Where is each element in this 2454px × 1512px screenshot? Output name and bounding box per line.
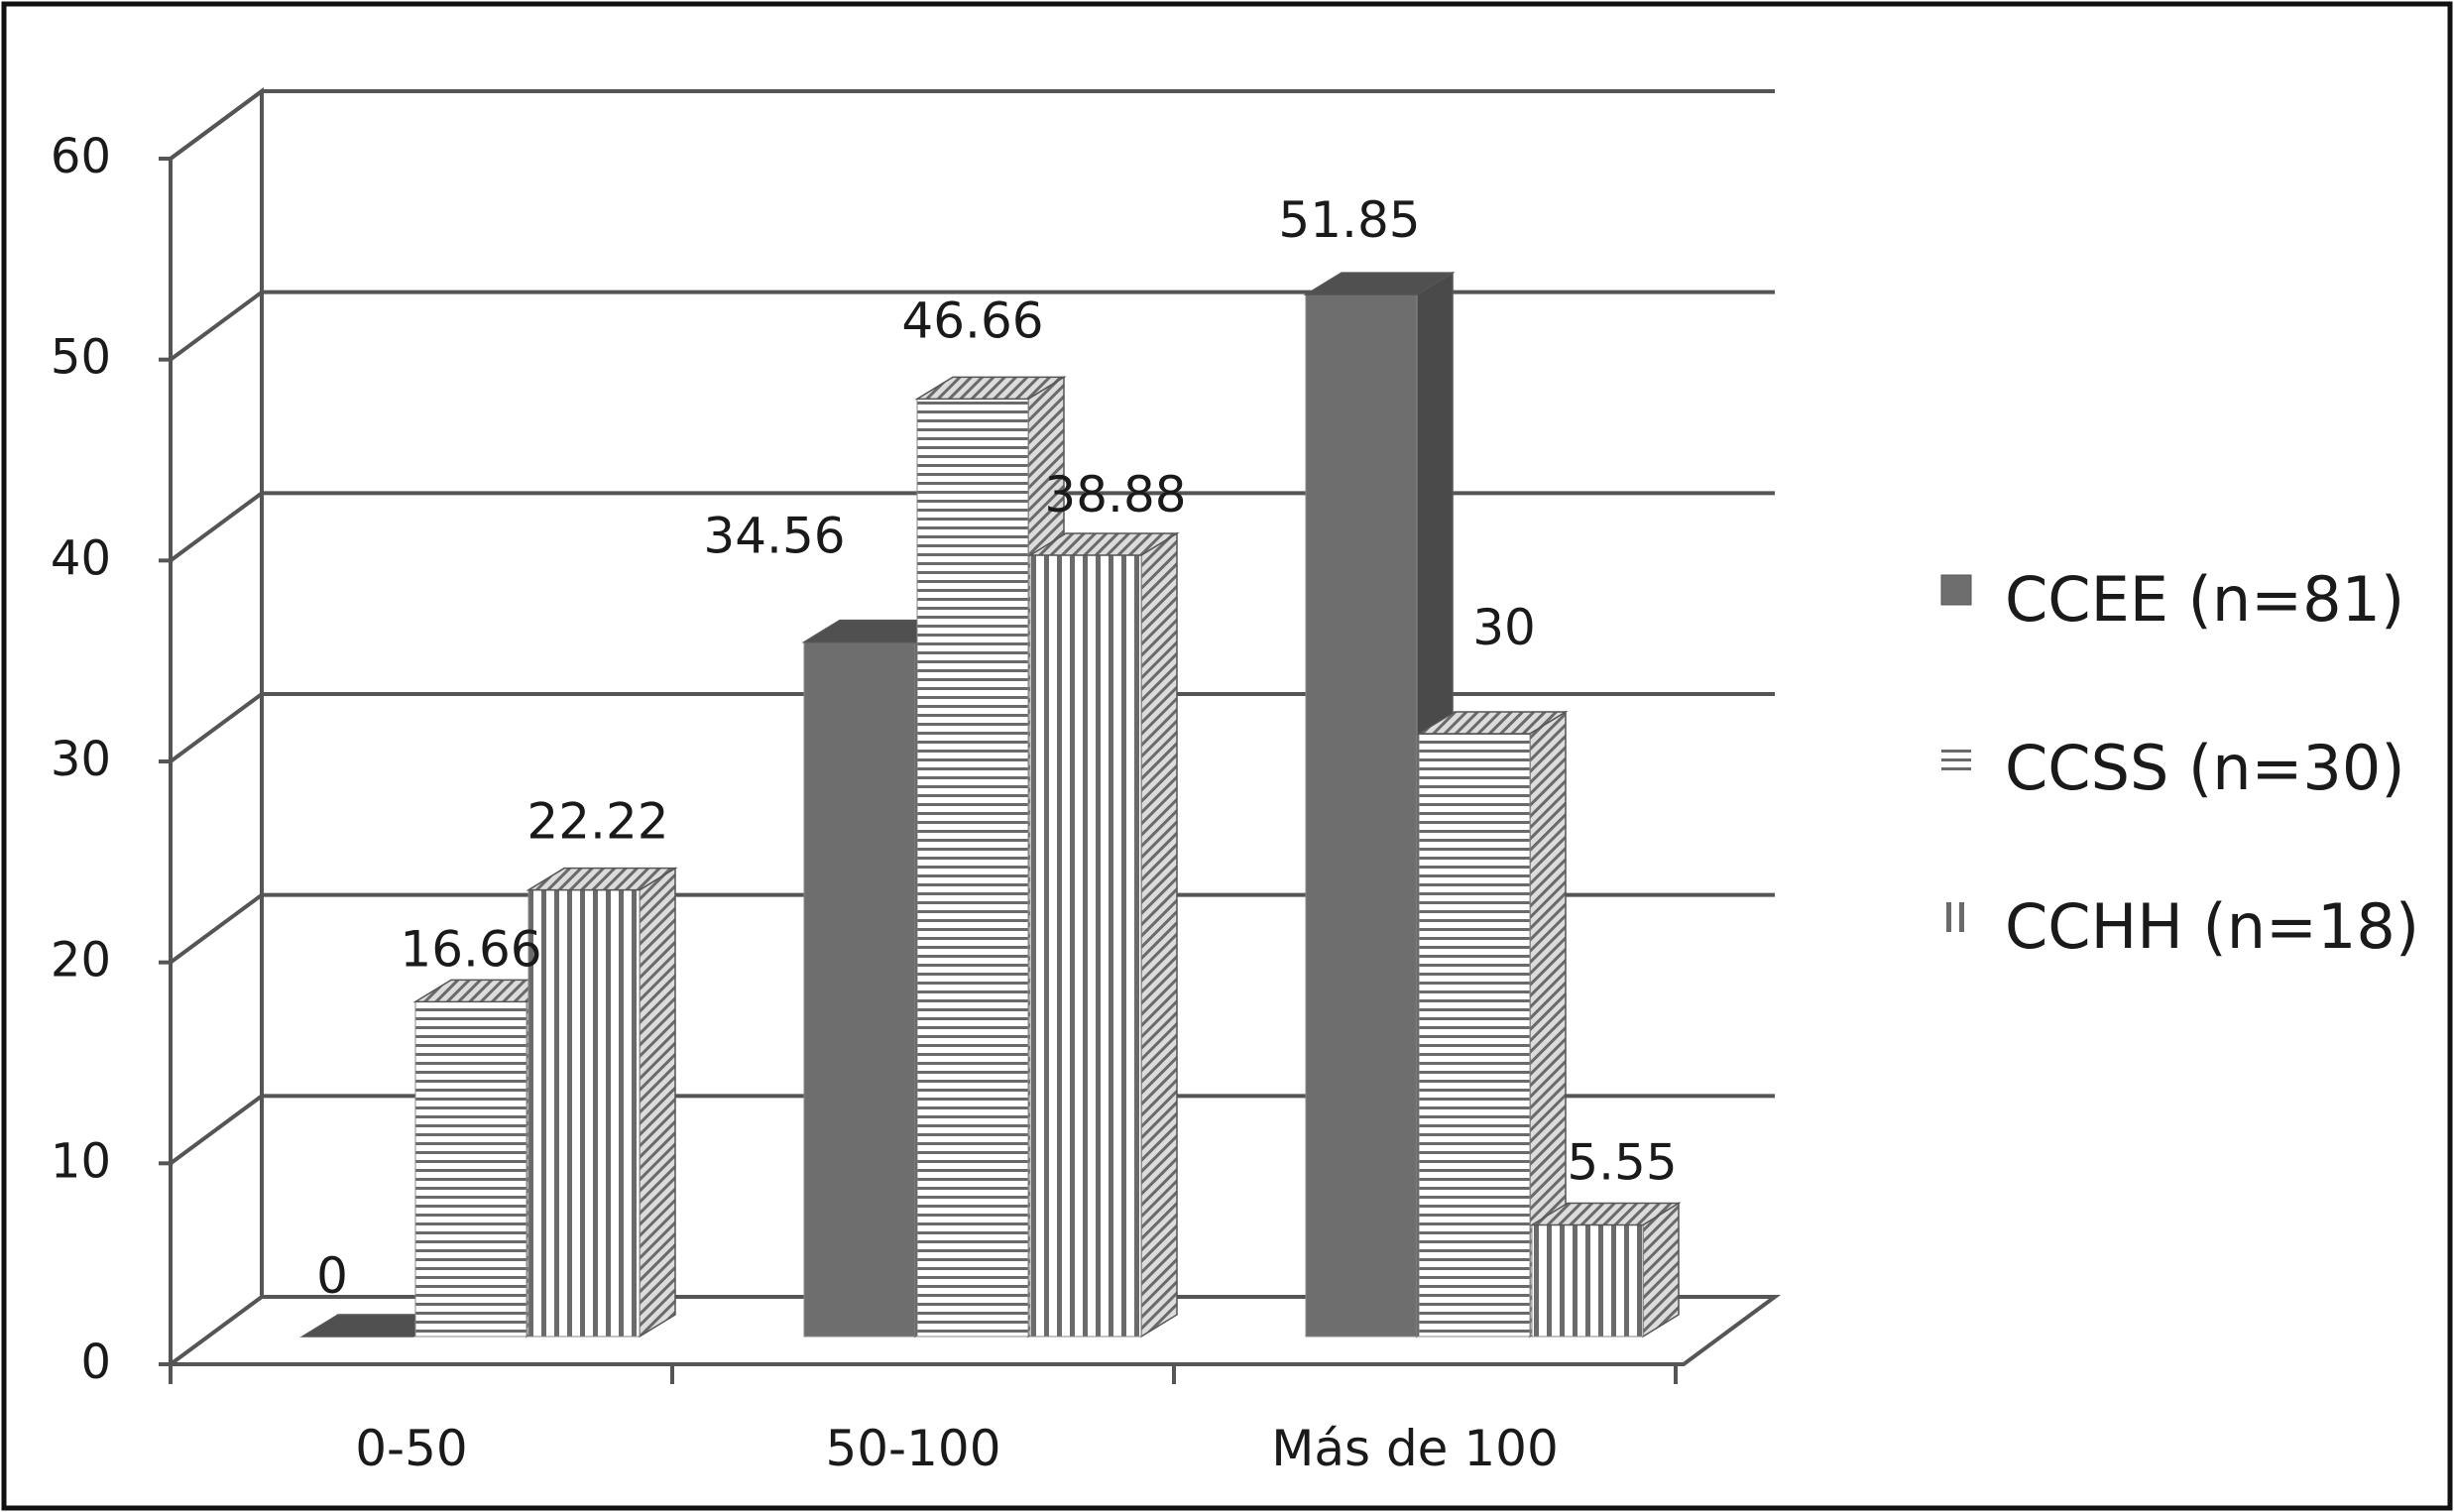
bar-front xyxy=(916,398,1029,1338)
bar-front xyxy=(803,641,916,1338)
bar-side xyxy=(1642,1202,1680,1338)
y-tick-label: 40 xyxy=(51,530,111,586)
bar xyxy=(526,867,678,1338)
bar xyxy=(1529,1202,1682,1338)
legend-label: CCHH (n=18) xyxy=(2005,890,2419,963)
gridline xyxy=(169,89,1775,161)
legend-swatch xyxy=(1940,574,1972,606)
data-label: 5.55 xyxy=(1567,1134,1677,1192)
legend-swatch xyxy=(1941,902,1971,932)
bar-front xyxy=(1305,293,1418,1338)
legend: CCEE (n=81) CCSS (n=30) CCHH (n=18) xyxy=(1940,563,2419,963)
y-tick-label: 60 xyxy=(51,129,111,184)
bar-front xyxy=(414,1000,527,1338)
bar-front xyxy=(527,889,641,1338)
gridline xyxy=(169,290,1775,362)
data-labels: 0 16.66 22.22 34.56 46.66 38.88 51.85 30 5.55 xyxy=(316,191,1678,1305)
y-tick-label: 30 xyxy=(51,732,111,787)
gridline xyxy=(169,892,1775,965)
gridline xyxy=(169,1094,1775,1165)
axes xyxy=(159,157,1684,1384)
y-tick-label: 50 xyxy=(51,330,111,386)
data-label: 38.88 xyxy=(1044,466,1186,523)
legend-label: CCEE (n=81) xyxy=(2005,563,2404,636)
bar-top xyxy=(1529,1202,1682,1226)
data-label: 30 xyxy=(1472,599,1536,656)
y-tick-label: 0 xyxy=(80,1335,111,1390)
gridline xyxy=(169,491,1775,562)
bar-top xyxy=(1303,272,1456,295)
bar-front xyxy=(1418,733,1531,1338)
bar-top xyxy=(914,376,1067,401)
y-tick-label: 10 xyxy=(51,1133,111,1189)
bar-side xyxy=(1140,531,1178,1338)
data-label: 0 xyxy=(316,1247,348,1305)
x-tick-label: 50-100 xyxy=(825,1420,1000,1477)
x-tick-label: 0-50 xyxy=(355,1420,467,1477)
data-label: 34.56 xyxy=(703,508,845,565)
x-tick-label: Más de 100 xyxy=(1271,1420,1559,1477)
bar-front xyxy=(1029,554,1142,1338)
data-label: 16.66 xyxy=(400,920,541,978)
bar-front xyxy=(1531,1224,1644,1338)
bar-top xyxy=(1416,711,1569,735)
bar-top xyxy=(1027,532,1180,556)
gridlines xyxy=(169,89,1775,1165)
gridline xyxy=(169,692,1775,763)
bar-side xyxy=(639,867,676,1338)
bar-top xyxy=(526,867,678,891)
bar xyxy=(1027,531,1180,1338)
x-tick-labels: 0-50 50-100 Más de 100 xyxy=(355,1420,1559,1477)
data-label: 46.66 xyxy=(901,291,1043,349)
y-tick-label: 20 xyxy=(51,933,111,989)
y-tick-labels: 0 10 20 30 40 50 60 xyxy=(51,129,111,1390)
data-label: 51.85 xyxy=(1278,191,1420,249)
legend-label: CCSS (n=30) xyxy=(2005,732,2405,804)
data-label: 22.22 xyxy=(526,793,668,851)
legend-swatch xyxy=(1941,744,1971,773)
bars xyxy=(299,271,1682,1338)
